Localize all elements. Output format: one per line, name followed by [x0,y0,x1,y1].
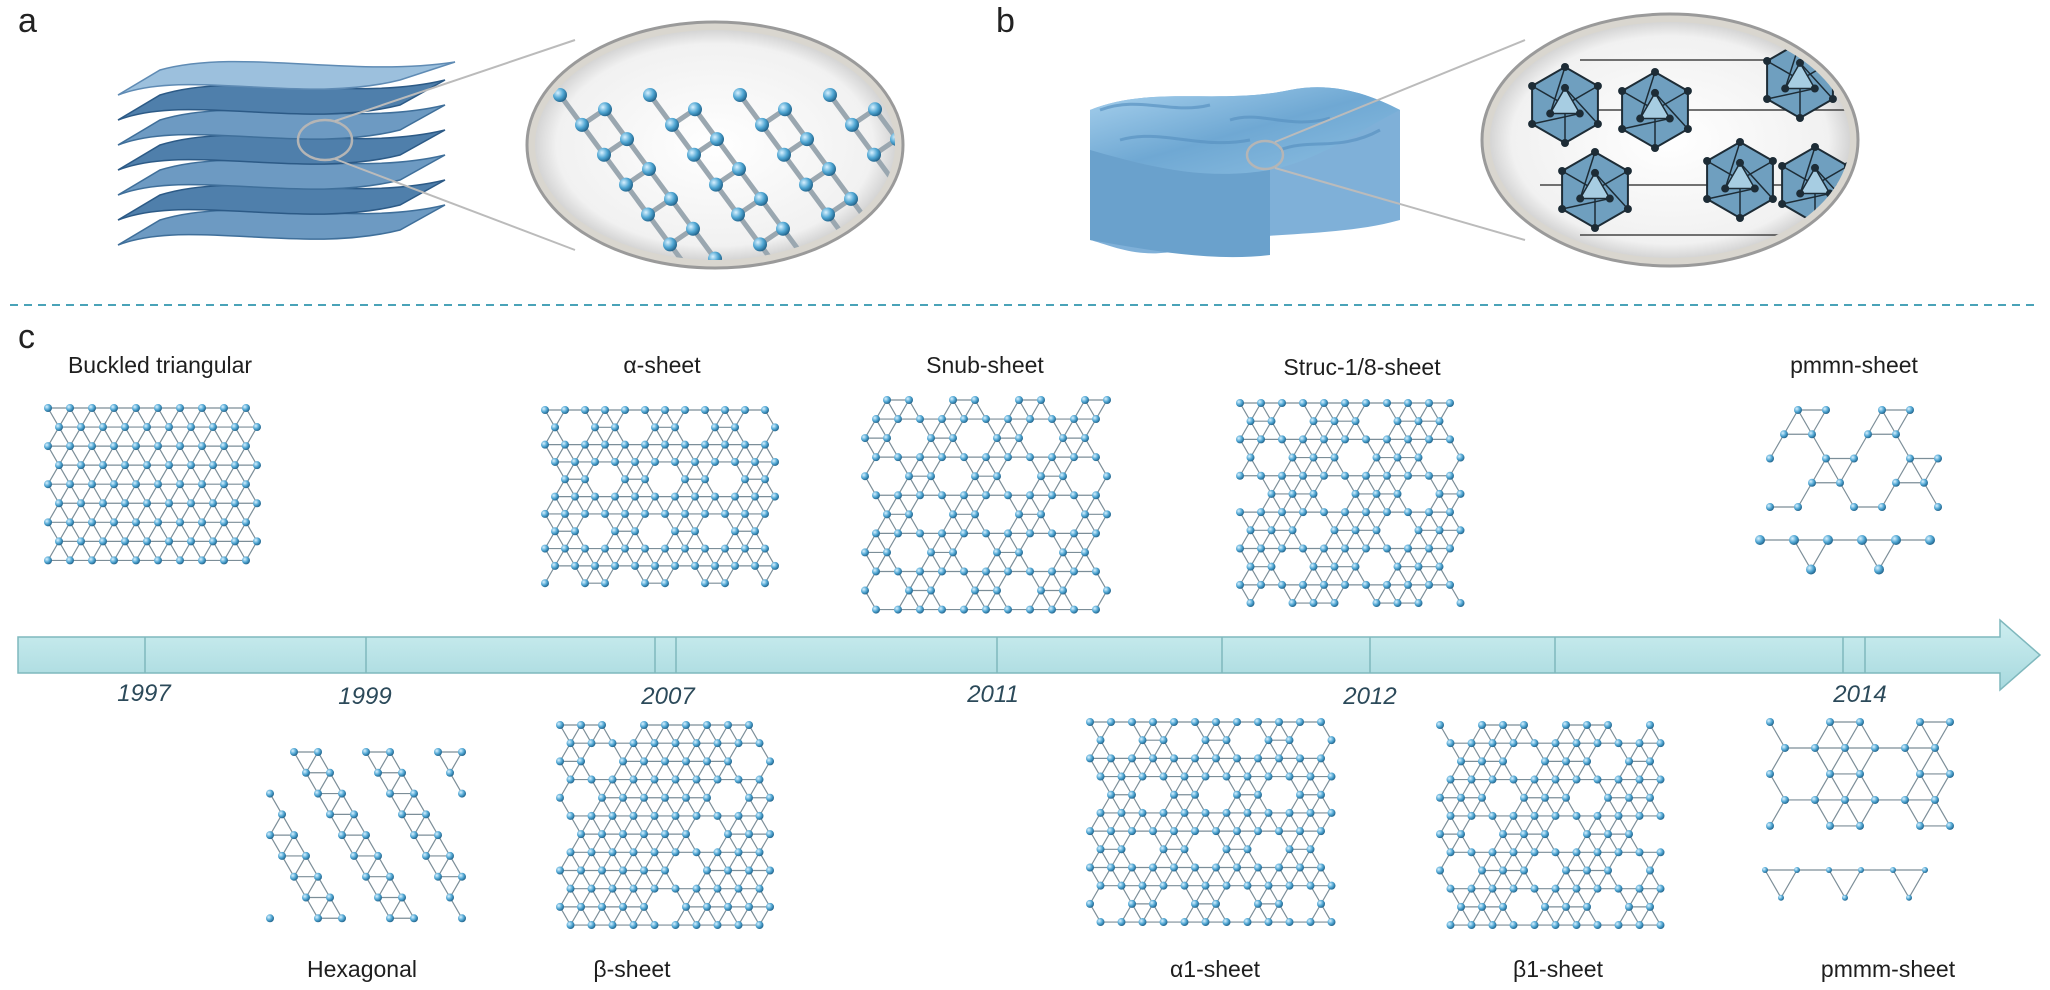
structure-label-pmmn-sheet: pmmn-sheet [1790,352,1918,378]
lattice-snub-sheet [861,396,1111,614]
structure-label-beta1-sheet: β1-sheet [1513,956,1603,982]
lattice-buckled-triangular [44,404,261,565]
layered-sheets-illustration [117,39,576,251]
year-label: 2007 [641,683,695,710]
year-label: 2012 [1343,683,1397,710]
lattice-pmmn-sheet-top [1766,406,1942,511]
lattice-pmmm-sheet-top [1766,718,1954,830]
panel-label-a: a [18,2,37,40]
structure-label-buckled-triangular: Buckled triangular [67,352,253,378]
structure-label-struc-1-8-sheet: Struc-1/8-sheet [1283,354,1441,380]
lattice-alpha-sheet [541,406,779,588]
panel-label-c: c [18,318,35,356]
structure-label-hexagonal: Hexagonal [307,956,417,982]
structure-label-snub-sheet: Snub-sheet [926,352,1044,378]
magnified-icosahedra [1480,12,1860,268]
lattice-beta1-sheet [1436,721,1665,930]
year-label: 1997 [117,680,171,707]
year-label: 1999 [338,683,392,710]
magnified-graphene-lattice [525,20,905,270]
structure-label-pmmm-sheet: pmmm-sheet [1820,956,1956,982]
lattice-pmmm-sheet-side [1762,867,1928,901]
lattice-beta-sheet [556,721,774,930]
lattice-pmmn-sheet-side [1755,535,1935,575]
structure-label-alpha1-sheet: α1-sheet [1169,956,1261,982]
lattice-struc-1-8-sheet [1236,399,1465,608]
structure-label-alpha-sheet: α-sheet [623,352,701,378]
panel-label-b: b [996,2,1015,40]
year-label: 2011 [967,681,1019,708]
timeline-arrow [17,618,2042,692]
structure-label-beta-sheet: β-sheet [593,956,671,982]
year-label: 2014 [1833,681,1887,708]
bulk-crystal-illustration [1090,39,1526,258]
lattice-alpha1-sheet [1086,718,1336,927]
lattice-hexagonal [266,748,466,923]
